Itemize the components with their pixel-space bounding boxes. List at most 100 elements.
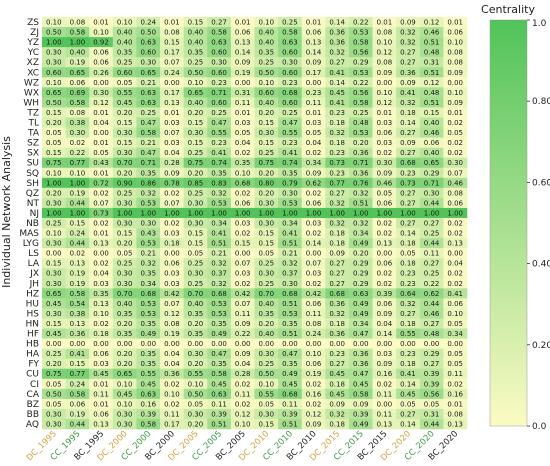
- cell-value-label: 0.68: [211, 290, 227, 298]
- cell-value-label: 0.50: [188, 69, 204, 77]
- cell-value-label: 0.05: [93, 149, 109, 157]
- cell-value-label: 0.10: [377, 89, 393, 97]
- heatmap-cell: [112, 37, 137, 48]
- cell-value-label: 0.35: [282, 320, 298, 328]
- heatmap-cell: [278, 137, 303, 148]
- cell-value-label: 0.18: [329, 119, 345, 127]
- heatmap-cell: [325, 57, 350, 68]
- cell-value-label: 0.85: [188, 179, 204, 187]
- cell-value-label: 0.19: [70, 280, 86, 288]
- cell-value-label: 0.32: [329, 410, 345, 418]
- cell-value-label: 0.12: [424, 79, 440, 87]
- heatmap-cell: [230, 187, 255, 199]
- cell-value-label: 0.02: [377, 380, 393, 388]
- cell-value-label: 0.15: [46, 260, 62, 268]
- cell-value-label: 0.02: [306, 400, 322, 408]
- cell-value-label: 0.72: [93, 179, 109, 187]
- cell-value-label: 0.25: [424, 270, 440, 278]
- cell-value-label: 0.20: [117, 360, 133, 368]
- heatmap-cell: [301, 117, 326, 128]
- heatmap-cell: [396, 388, 421, 400]
- heatmap-cell: [160, 328, 184, 339]
- cell-value-label: 0.30: [117, 420, 133, 428]
- heatmap-cell: [348, 117, 373, 128]
- cell-value-label: 0.29: [424, 169, 440, 177]
- cell-value-label: 0.14: [400, 119, 416, 127]
- heatmap-cell: [207, 177, 232, 189]
- cell-value-label: 0.35: [188, 330, 204, 338]
- heatmap-cell: [443, 398, 468, 410]
- cell-value-label: 0.34: [447, 330, 463, 338]
- cell-value-label: 0.49: [353, 420, 369, 428]
- cell-value-label: 0.18: [329, 139, 345, 147]
- cell-value-label: 0.12: [377, 49, 393, 57]
- heatmap-cell: [325, 67, 350, 78]
- cell-value-label: 0.13: [447, 240, 463, 248]
- cell-value-label: 0.23: [211, 79, 227, 87]
- cell-value-label: 0.27: [400, 199, 416, 207]
- heatmap-cell: [136, 418, 161, 430]
- heatmap-cell: [42, 258, 66, 269]
- heatmap-cell: [207, 288, 232, 299]
- cell-value-label: 0.40: [259, 300, 275, 308]
- heatmap-cell: [42, 67, 66, 78]
- heatmap-cell: [136, 47, 161, 58]
- cell-value-label: 0.18: [164, 240, 180, 248]
- cell-value-label: 0.78: [164, 179, 180, 187]
- cell-value-label: 0.45: [46, 330, 62, 338]
- heatmap-cell: [89, 328, 114, 339]
- cell-value-label: 0.36: [329, 39, 345, 47]
- heatmap-cell: [254, 238, 279, 249]
- cell-value-label: 0.20: [188, 320, 204, 328]
- heatmap-cell: [65, 177, 90, 189]
- cell-value-label: 0.32: [140, 189, 156, 197]
- heatmap-cell: [89, 187, 114, 199]
- cell-value-label: 0.55: [400, 330, 416, 338]
- heatmap-cell: [419, 17, 444, 28]
- heatmap-cell: [325, 308, 350, 319]
- heatmap-cell: [396, 207, 421, 219]
- heatmap-cell: [112, 157, 137, 169]
- cell-value-label: 0.06: [306, 29, 322, 37]
- heatmap-cell: [65, 37, 90, 48]
- heatmap-cell: [65, 147, 90, 158]
- heatmap-cell: [207, 157, 232, 169]
- heatmap-cell: [419, 258, 444, 269]
- row-label: SX: [27, 149, 39, 159]
- cell-value-label: 0.35: [282, 169, 298, 177]
- cell-value-label: 0.35: [282, 360, 298, 368]
- heatmap-cell: [443, 278, 468, 289]
- heatmap-cell: [89, 157, 114, 169]
- cell-value-label: 0.23: [329, 149, 345, 157]
- heatmap-cell: [42, 328, 66, 339]
- cell-value-label: 0.09: [164, 169, 180, 177]
- cell-value-label: 0.15: [70, 360, 86, 368]
- heatmap-cell: [230, 127, 255, 138]
- cell-value-label: 0.79: [282, 179, 298, 187]
- heatmap-cell: [207, 268, 232, 279]
- heatmap-cell: [112, 67, 137, 78]
- heatmap-cell: [301, 17, 326, 28]
- heatmap-cell: [278, 217, 303, 229]
- cell-value-label: 0.35: [235, 159, 251, 167]
- heatmap-cell: [42, 97, 66, 108]
- row-label: CA: [27, 390, 40, 400]
- cell-value-label: 0.06: [235, 29, 251, 37]
- cell-value-label: 0.14: [306, 49, 322, 57]
- heatmap-cell: [443, 57, 468, 68]
- heatmap-cell: [42, 27, 66, 38]
- cell-value-label: 0.51: [424, 69, 440, 77]
- heatmap-cell: [254, 117, 279, 128]
- cell-value-label: 0.06: [93, 49, 109, 57]
- heatmap-cell: [348, 67, 373, 78]
- cell-value-label: 0.01: [93, 109, 109, 117]
- cell-value-label: 0.30: [46, 410, 62, 418]
- heatmap-cell: [254, 258, 279, 269]
- heatmap-cell: [301, 47, 326, 58]
- cell-value-label: 0.32: [400, 99, 416, 107]
- heatmap-cell: [136, 207, 161, 219]
- cell-value-label: 0.36: [353, 350, 369, 358]
- cell-value-label: 0.06: [93, 59, 109, 67]
- heatmap-cell: [65, 318, 90, 329]
- heatmap-cell: [372, 187, 397, 199]
